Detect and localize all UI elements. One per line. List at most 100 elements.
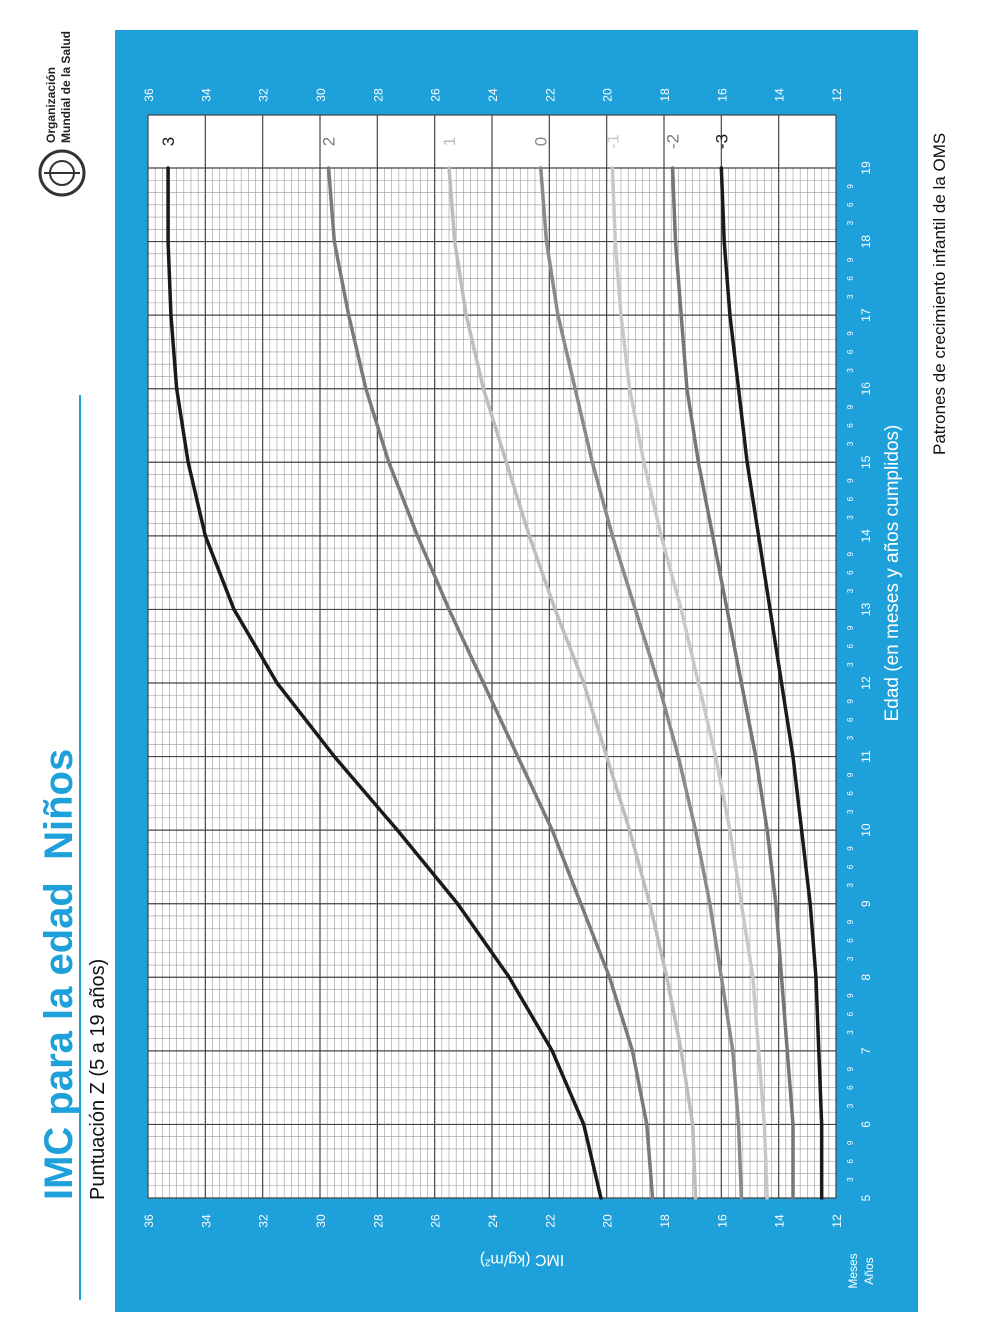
month-tick-label: 9 (846, 772, 855, 777)
month-tick-label: 3 (846, 220, 855, 225)
x-tick-label: 19 (859, 161, 873, 175)
month-tick-label: 6 (846, 717, 855, 722)
x-tick-label: 7 (859, 1047, 873, 1054)
x-tick-label: 15 (859, 455, 873, 469)
y-tick-label: 12 (830, 1214, 844, 1228)
month-tick-label: 9 (846, 551, 855, 556)
x-tick-label: 5 (859, 1194, 873, 1201)
y-tick-label: 18 (658, 88, 672, 102)
month-tick-label: 3 (846, 809, 855, 814)
month-tick-label: 9 (846, 478, 855, 483)
y-tick-label: 20 (601, 88, 615, 102)
y-tick-label: 36 (142, 1214, 156, 1228)
month-tick-label: 9 (846, 625, 855, 630)
x-tick-label: 14 (859, 529, 873, 543)
y-tick-label: 22 (543, 88, 557, 102)
y-tick-label: 30 (314, 1214, 328, 1228)
z-score-curve (326, 166, 655, 1200)
month-tick-label: 3 (846, 441, 855, 446)
month-tick-label: 6 (846, 643, 855, 648)
x-axis-title: Edad (en meses y años cumplidos) (882, 425, 903, 722)
footer: Patrones de crecimiento infantil de la O… (930, 133, 949, 455)
month-tick-label: 6 (846, 1158, 855, 1163)
x-tick-label: 17 (859, 308, 873, 322)
y-tick-label: 14 (773, 88, 787, 102)
x-tick-label: 6 (859, 1121, 873, 1128)
y-tick-label: 24 (486, 88, 500, 102)
z-score-curve (538, 166, 744, 1200)
x-tick-label: 10 (859, 823, 873, 837)
series-label: -1 (603, 134, 622, 149)
month-tick-label: 3 (846, 294, 855, 299)
month-tick-label: 3 (846, 515, 855, 520)
z-score-curve (166, 166, 603, 1200)
month-tick-label: 9 (846, 993, 855, 998)
month-tick-label: 3 (846, 883, 855, 888)
y-tick-label: 36 (142, 88, 156, 102)
subtitle: Puntuación Z (5 a 19 años) (87, 959, 109, 1200)
x-tick-label: 18 (859, 235, 873, 249)
y-tick-label: 12 (830, 88, 844, 102)
month-tick-label: 9 (846, 919, 855, 924)
month-tick-label: 6 (846, 349, 855, 354)
z-score-curve (447, 166, 698, 1200)
x-tick-label: 9 (859, 900, 873, 907)
title: IMC para la edad Niños (37, 749, 81, 1200)
y-tick-label: 30 (314, 88, 328, 102)
y-tick-label: 26 (429, 88, 443, 102)
month-tick-label: 3 (846, 588, 855, 593)
x-tick-label: 8 (859, 974, 873, 981)
y-tick-label: 26 (429, 1214, 443, 1228)
month-tick-label: 3 (846, 662, 855, 667)
month-tick-label: 3 (846, 1177, 855, 1182)
month-tick-label: 6 (846, 570, 855, 575)
month-tick-label: 9 (846, 404, 855, 409)
y-tick-label: 32 (257, 1214, 271, 1228)
y-tick-label: 28 (371, 1214, 385, 1228)
z-score-curve (719, 166, 824, 1200)
series-label: -3 (712, 134, 731, 149)
month-tick-label: 3 (846, 1103, 855, 1108)
x-tick-label: 12 (859, 676, 873, 690)
month-tick-label: 3 (846, 368, 855, 373)
month-tick-label: 6 (846, 202, 855, 207)
y-tick-label: 16 (715, 88, 729, 102)
month-tick-label: 6 (846, 791, 855, 796)
month-tick-label: 9 (846, 846, 855, 851)
y-tick-label: 34 (199, 1214, 213, 1228)
month-tick-label: 6 (846, 423, 855, 428)
y-tick-label: 14 (773, 1214, 787, 1228)
y-tick-label: 18 (658, 1214, 672, 1228)
series-label: 3 (159, 137, 178, 146)
month-tick-label: 6 (846, 864, 855, 869)
month-tick-label: 3 (846, 956, 855, 961)
series-label: 1 (440, 137, 459, 146)
y-axis-title: IMC (kg/m²) (480, 1251, 564, 1268)
x-tick-label: 16 (859, 382, 873, 396)
month-tick-label: 6 (846, 938, 855, 943)
month-tick-label: 6 (846, 276, 855, 281)
month-tick-label: 6 (846, 496, 855, 501)
month-label: Meses (846, 1253, 860, 1288)
x-tick-label: 13 (859, 602, 873, 616)
logo-text: Mundial de la Salud (59, 31, 73, 143)
rotated-sheet: IMC para la edad Niños Puntuación Z (5 a… (37, 30, 949, 1312)
y-tick-label: 16 (715, 1214, 729, 1228)
x-tick-label: 11 (859, 750, 873, 763)
month-tick-label: 6 (846, 1085, 855, 1090)
y-tick-label: 28 (371, 88, 385, 102)
month-tick-label: 9 (846, 184, 855, 189)
month-tick-label: 9 (846, 331, 855, 336)
series-label: 0 (532, 137, 551, 146)
month-tick-label: 3 (846, 735, 855, 740)
month-tick-label: 6 (846, 1011, 855, 1016)
month-tick-label: 9 (846, 257, 855, 262)
year-label: Años (862, 1257, 876, 1284)
series-label: -2 (664, 134, 683, 149)
y-tick-label: 32 (257, 88, 271, 102)
z-score-curve (610, 166, 769, 1200)
y-tick-label: 34 (199, 88, 213, 102)
series-label: 2 (320, 137, 339, 146)
month-tick-label: 9 (846, 699, 855, 704)
